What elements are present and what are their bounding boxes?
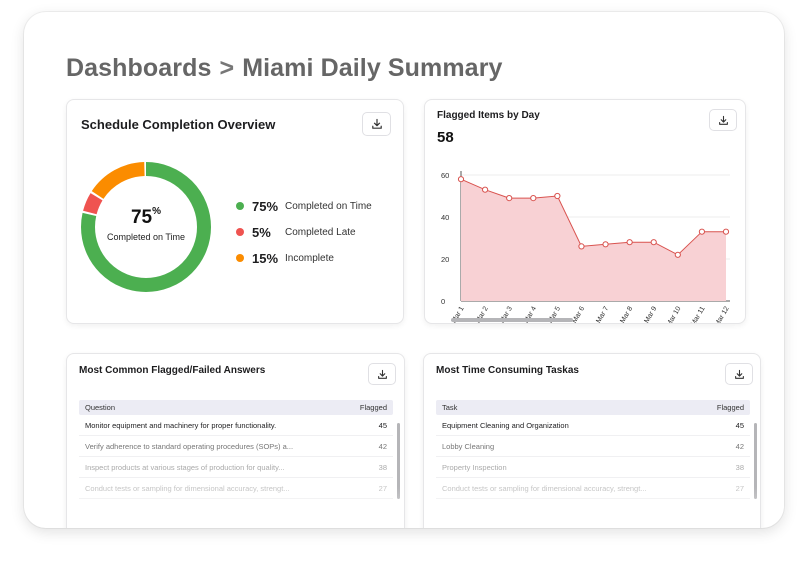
download-icon <box>377 369 387 379</box>
download-button[interactable] <box>368 363 396 385</box>
table-row[interactable]: Verify adherence to standard operating p… <box>79 436 393 457</box>
x-tick-label: Mar 9 <box>643 305 658 324</box>
legend-pct: 75% <box>252 198 279 214</box>
data-point[interactable] <box>506 195 513 202</box>
row-text: Monitor equipment and machinery for prop… <box>85 420 277 430</box>
y-tick-label: 60 <box>441 171 449 180</box>
y-tick-label: 0 <box>441 297 445 306</box>
row-count: 42 <box>378 441 387 451</box>
x-tick-label: Mar 11 <box>690 305 707 324</box>
row-count: 42 <box>735 441 744 451</box>
chart-scrollbar[interactable] <box>451 318 573 322</box>
data-point[interactable] <box>457 176 465 183</box>
x-tick-label: Mar 12 <box>714 305 731 324</box>
y-tick-label: 20 <box>441 255 449 264</box>
card-title: Most Time Consuming Taskas <box>436 365 579 376</box>
breadcrumb-root[interactable]: Dashboards <box>66 54 212 82</box>
data-point[interactable] <box>650 239 657 246</box>
flagged-total: 58 <box>437 129 454 146</box>
card-title: Flagged Items by Day <box>437 110 540 121</box>
table-row[interactable]: Inspect products at various stages of pr… <box>79 457 393 478</box>
donut-value: 75 <box>130 207 153 228</box>
flagged-items-card: Flagged Items by Day 58 0 20 40 60 Mar 1 Mar … <box>424 99 746 324</box>
legend-label: Completed on Time <box>285 200 372 212</box>
data-point[interactable] <box>554 192 561 200</box>
download-button[interactable] <box>709 109 737 131</box>
x-tick-label: Mar 7 <box>595 305 610 324</box>
donut-label: Completed on Time <box>106 232 186 242</box>
breadcrumb-current: Miami Daily Summary <box>242 54 503 82</box>
data-point[interactable] <box>626 239 633 246</box>
row-count: 38 <box>378 462 387 472</box>
card-title: Schedule Completion Overview <box>81 117 276 132</box>
x-tick-label: Mar 8 <box>619 305 634 324</box>
common-flagged-card: Most Common Flagged/Failed Answers Quest… <box>66 353 405 528</box>
legend-item-on-time: 75% Completed on Time <box>236 193 372 219</box>
column-header-flagged[interactable]: Flagged <box>716 403 744 412</box>
row-count: 45 <box>735 420 744 430</box>
schedule-completion-card: Schedule Completion Overview 75% Complet… <box>66 99 404 324</box>
legend-pct: 5% <box>252 224 271 240</box>
y-tick-label: 40 <box>441 213 449 222</box>
column-header-flagged[interactable]: Flagged <box>359 403 387 412</box>
row-text: Lobby Cleaning <box>442 441 495 451</box>
legend-dot <box>236 228 244 236</box>
area-fill <box>461 179 726 301</box>
table-header: Question Flagged <box>79 400 393 415</box>
donut-legend: 75% Completed on Time 5% Completed Late … <box>236 193 372 271</box>
table-row[interactable]: Property Inspection 38 <box>436 457 750 478</box>
breadcrumb-separator: > <box>219 54 235 82</box>
table-row[interactable]: Equipment Cleaning and Organization 45 <box>436 415 750 436</box>
dashboard-frame: Dashboards > Miami Daily Summary Schedule … <box>24 12 784 528</box>
fade-overlay <box>67 487 404 528</box>
row-count: 38 <box>735 462 744 472</box>
table-scrollbar[interactable] <box>754 423 757 499</box>
series-line <box>460 178 726 256</box>
data-point[interactable] <box>530 195 537 202</box>
legend-label: Incomplete <box>285 252 334 264</box>
row-text: Inspect products at various stages of pr… <box>85 462 285 472</box>
table-header: Task Flagged <box>436 400 750 415</box>
data-point[interactable] <box>698 228 706 235</box>
table-scrollbar[interactable] <box>397 423 400 499</box>
data-point[interactable] <box>578 243 585 250</box>
card-title: Most Common Flagged/Failed Answers <box>79 365 266 376</box>
legend-pct: 15% <box>252 250 279 266</box>
data-point[interactable] <box>674 251 681 258</box>
x-tick-label: Mar 6 <box>571 305 586 324</box>
data-point[interactable] <box>722 228 730 235</box>
time-consuming-card: Most Time Consuming Taskas Task Flagged … <box>423 353 761 528</box>
legend-dot <box>236 202 244 210</box>
donut-center: 75% Completed on Time <box>79 206 213 242</box>
row-text: Verify adherence to standard operating p… <box>85 441 294 451</box>
column-header-question[interactable]: Question <box>85 403 116 412</box>
donut-percentage: 75% <box>79 206 213 229</box>
row-count: 45 <box>378 420 387 430</box>
donut-chart <box>81 162 211 292</box>
donut-segment-0[interactable] <box>81 162 211 292</box>
row-text: Equipment Cleaning and Organization <box>442 420 569 430</box>
download-icon <box>718 115 728 125</box>
donut-unit: % <box>152 206 162 217</box>
breadcrumb: Dashboards > Miami Daily Summary <box>66 54 503 83</box>
table-row[interactable]: Monitor equipment and machinery for prop… <box>79 415 393 436</box>
legend-label: Completed Late <box>285 226 356 238</box>
data-point[interactable] <box>602 241 609 248</box>
legend-dot <box>236 254 244 262</box>
download-icon <box>371 118 382 129</box>
row-text: Property Inspection <box>442 462 507 472</box>
column-header-task[interactable]: Task <box>442 403 458 412</box>
table-row[interactable]: Lobby Cleaning 42 <box>436 436 750 457</box>
legend-item-late: 5% Completed Late <box>236 219 372 245</box>
data-point[interactable] <box>481 186 489 193</box>
flagged-answers-table: Question Flagged Monitor equipment and m… <box>79 400 393 499</box>
download-button[interactable] <box>725 363 753 385</box>
download-button[interactable] <box>362 112 391 136</box>
fade-overlay <box>424 487 760 528</box>
legend-item-incomplete: 15% Incomplete <box>236 245 372 271</box>
download-icon <box>734 369 744 379</box>
time-consuming-table: Task Flagged Equipment Cleaning and Orga… <box>436 400 750 499</box>
x-tick-label: Mar 10 <box>666 305 683 324</box>
